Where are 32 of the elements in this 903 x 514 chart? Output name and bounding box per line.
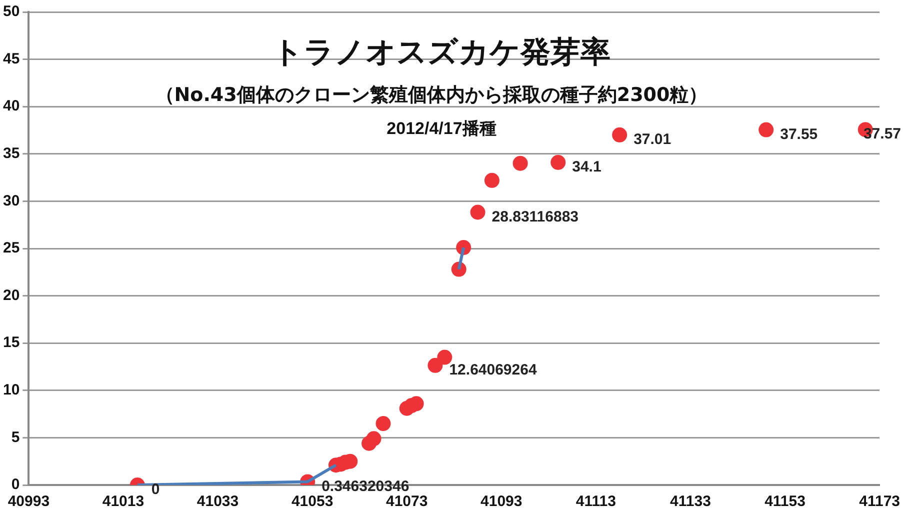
y-tick-label: 20: [2, 286, 20, 304]
y-tick-label: 45: [2, 50, 20, 68]
y-tick-label: 15: [2, 334, 20, 352]
x-tick-label: 41153: [764, 493, 806, 510]
text: （No.43個体のクローン繁殖個体内から採取の種子約2300粒）: [155, 84, 708, 106]
x-tick-label: 41113: [576, 493, 616, 510]
x-tick-label: 40993: [8, 493, 50, 510]
y-tick-label: 50: [2, 3, 20, 20]
y-tick-label: 35: [2, 145, 20, 162]
y-tick-label: 25: [2, 240, 20, 257]
y-tick-label: 30: [2, 192, 20, 210]
x-tick-label: 41093: [480, 493, 522, 510]
x-tick-label: 41133: [670, 493, 711, 510]
x-tick-label: 41073: [386, 493, 428, 510]
text: トラノオスズカケ発芽率: [272, 35, 610, 70]
data-label: 0.346320346: [322, 478, 410, 495]
x-tick-label: 41033: [196, 493, 239, 510]
data-label: 37.01: [634, 131, 672, 148]
x-tick-label: 41173: [859, 493, 900, 510]
y-tick-label: 5: [11, 428, 20, 446]
data-label: 37.57: [863, 126, 902, 143]
data-label: 0: [151, 481, 160, 498]
data-label: 28.83116883: [492, 208, 579, 226]
data-label: 37.55: [780, 126, 818, 143]
data-label: 12.64069264: [449, 362, 538, 379]
data-label: 34.1: [572, 158, 602, 176]
annotation: 2012/4/17播種: [386, 119, 496, 138]
y-tick-label: 0: [11, 476, 20, 494]
y-tick-label: 40: [2, 98, 20, 115]
y-tick-label: 10: [2, 382, 20, 399]
x-tick-label: 41053: [291, 493, 334, 510]
x-tick-label: 41013: [102, 493, 144, 510]
